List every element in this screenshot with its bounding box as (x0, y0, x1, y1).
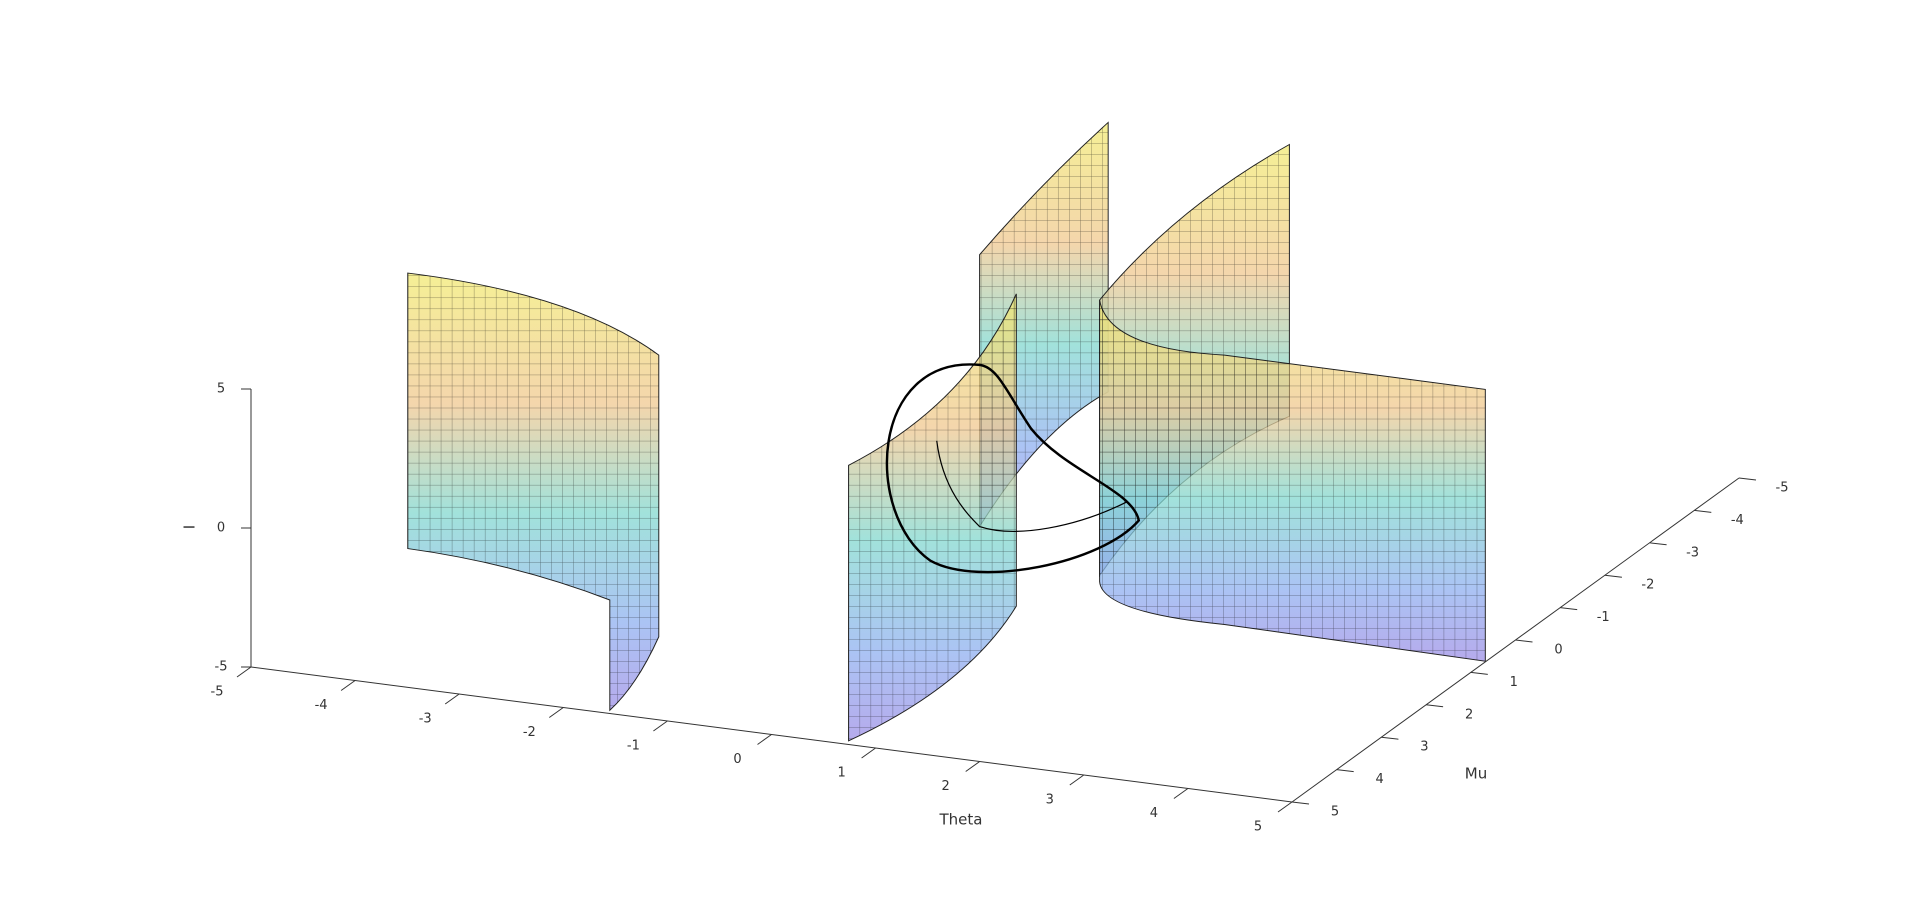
x-tick-label: 5 (1254, 820, 1262, 835)
trajectory (936, 440, 1127, 532)
z-tick-label: -5 (215, 660, 228, 675)
y-tick-label: -1 (1597, 610, 1610, 625)
y-tick-label: 2 (1465, 707, 1473, 722)
z-axis-label: I (181, 525, 199, 529)
y-tick (1649, 542, 1667, 546)
y-tick (1291, 801, 1310, 805)
y-tick (1694, 509, 1712, 513)
x-tick (444, 693, 460, 705)
y-tick (1336, 769, 1354, 773)
y-tick-label: 3 (1420, 740, 1428, 755)
y-tick-label: 4 (1376, 772, 1384, 787)
y-tick (1604, 574, 1622, 578)
x-tick-label: -2 (523, 725, 536, 740)
y-tick (1426, 704, 1444, 708)
x-tick-label: -3 (419, 712, 432, 727)
y-tick (1560, 607, 1578, 611)
z-tick-label: 5 (217, 382, 225, 397)
x-tick (653, 720, 668, 732)
x-tick (1173, 788, 1189, 799)
surface-mesh (848, 293, 1017, 741)
y-axis-label: Mu (1465, 765, 1487, 783)
y-tick-label: 1 (1510, 675, 1518, 690)
x-tick (1069, 774, 1085, 786)
x-tick (549, 707, 564, 718)
y-tick (1738, 477, 1757, 481)
x-tick-label: 2 (942, 779, 950, 794)
x-tick (757, 734, 772, 745)
x-tick-label: -1 (627, 739, 640, 754)
y-tick-label: -2 (1641, 578, 1654, 593)
y-tick (1515, 639, 1533, 643)
z-tick-label: 0 (217, 521, 225, 536)
x-tick (965, 761, 980, 772)
x-tick-label: 1 (837, 766, 845, 781)
x-tick-label: -4 (315, 698, 328, 713)
y-tick-label: -4 (1731, 513, 1744, 528)
x-tick-label: 4 (1150, 806, 1158, 821)
y-tick-label: -3 (1686, 545, 1699, 560)
trajectory (885, 363, 1141, 574)
surface-mesh (407, 273, 659, 711)
surfaces (407, 121, 1486, 742)
y-tick (1470, 671, 1488, 675)
x-axis-label: Theta (939, 811, 983, 829)
y-tick-label: -5 (1776, 481, 1789, 496)
x-tick-label: 0 (733, 752, 741, 767)
x-tick-label: 3 (1046, 793, 1054, 808)
y-tick (1381, 736, 1399, 740)
x-tick (1277, 801, 1293, 813)
x-tick (236, 666, 252, 678)
surface-mesh (1099, 300, 1486, 662)
x-tick (340, 680, 356, 691)
x-tick (861, 747, 876, 759)
y-tick-label: 0 (1554, 643, 1562, 658)
y-tick-label: 5 (1331, 805, 1339, 820)
x-tick-label: -5 (211, 685, 224, 700)
